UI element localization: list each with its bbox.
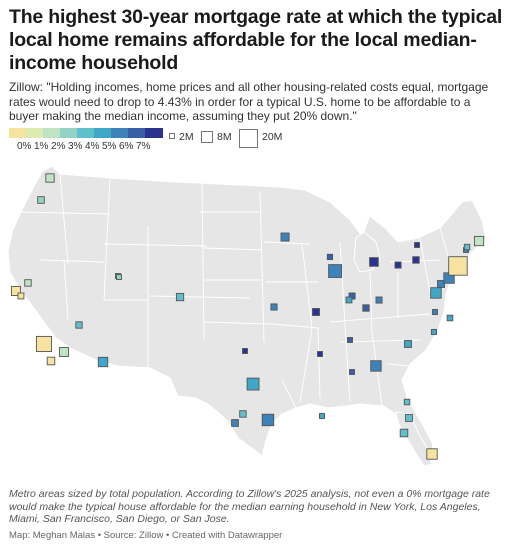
metro-marker-las-vegas[interactable]: [75, 321, 83, 329]
metro-marker-providence[interactable]: [463, 243, 471, 251]
map-title: The highest 30-year mortgage rate at whi…: [9, 6, 503, 74]
metro-marker-buffalo[interactable]: [414, 242, 420, 248]
size-legend-label: 20M: [262, 131, 283, 143]
metro-marker-cleveland[interactable]: [394, 261, 402, 269]
metro-marker-denver[interactable]: [175, 292, 185, 302]
legend-swatch: [60, 128, 78, 138]
legend-tick-label: 4%: [85, 141, 100, 152]
metro-marker-boston[interactable]: [473, 235, 485, 247]
metro-marker-seattle[interactable]: [45, 173, 55, 183]
metro-marker-orlando[interactable]: [405, 414, 413, 422]
metro-marker-virginia-beach[interactable]: [446, 314, 454, 322]
us-basemap: [7, 165, 487, 467]
metro-marker-boise[interactable]: [116, 274, 122, 280]
legend-tick-label: 1%: [34, 141, 49, 152]
footnote: Metro areas sized by total population. A…: [9, 488, 490, 525]
metro-marker-washington[interactable]: [430, 287, 442, 299]
state-borders: [19, 173, 449, 409]
metro-marker-cincinnati[interactable]: [362, 304, 370, 312]
metro-marker-phoenix[interactable]: [97, 356, 109, 368]
metro-marker-san-francisco[interactable]: [10, 285, 21, 296]
us-map: [7, 165, 487, 467]
metro-marker-san-diego[interactable]: [46, 356, 56, 366]
metro-marker-portland[interactable]: [37, 196, 45, 204]
metro-marker-minneapolis[interactable]: [280, 232, 290, 242]
metro-marker-st-louis[interactable]: [312, 308, 320, 316]
legend-swatch: [77, 128, 95, 138]
size-legend-square: [239, 129, 258, 148]
map-subtitle: Zillow: "Holding incomes, home prices an…: [9, 80, 489, 123]
legend-swatch: [145, 128, 163, 138]
florida-peninsula: [395, 411, 433, 467]
metro-marker-charlotte[interactable]: [404, 340, 412, 348]
metro-marker-san-antonio[interactable]: [231, 419, 239, 427]
metro-marker-detroit[interactable]: [369, 257, 379, 267]
metro-marker-baltimore[interactable]: [437, 280, 445, 288]
legend-tick-label: 0%: [17, 141, 32, 152]
size-legend-label: 2M: [179, 131, 194, 143]
legend-swatch: [43, 128, 61, 138]
size-legend-square: [201, 131, 213, 143]
metro-marker-riverside[interactable]: [59, 347, 69, 357]
metro-marker-jacksonville[interactable]: [403, 398, 411, 406]
metro-marker-san-jose[interactable]: [17, 292, 25, 300]
metro-markers: [10, 173, 485, 460]
metro-marker-oklahoma-city[interactable]: [242, 348, 248, 354]
metro-marker-sacramento[interactable]: [24, 279, 32, 287]
legend-tick-label: 5%: [102, 141, 117, 152]
metro-marker-milwaukee[interactable]: [326, 253, 334, 261]
legend-swatch: [26, 128, 44, 138]
metro-marker-houston[interactable]: [261, 413, 275, 427]
metro-marker-birmingham[interactable]: [349, 369, 355, 375]
legend-tick-label: 7%: [136, 141, 151, 152]
metro-marker-chicago[interactable]: [328, 264, 342, 278]
metro-marker-columbus[interactable]: [375, 296, 383, 304]
legend-swatch: [94, 128, 112, 138]
metro-marker-richmond[interactable]: [432, 309, 438, 315]
metro-marker-new-orleans[interactable]: [319, 413, 325, 419]
metro-marker-memphis[interactable]: [317, 351, 323, 357]
metro-marker-los-angeles[interactable]: [35, 335, 52, 352]
metro-marker-miami[interactable]: [426, 448, 438, 460]
metro-marker-kansas-city[interactable]: [270, 303, 278, 311]
metro-marker-new-york[interactable]: [448, 256, 468, 276]
metro-marker-austin[interactable]: [239, 410, 247, 418]
metro-marker-nashville[interactable]: [345, 296, 353, 304]
metro-marker-tampa[interactable]: [399, 428, 409, 438]
legend: 0% 1% 2% 3% 4% 5% 6% 7% 2M 8M 20M: [9, 128, 503, 154]
legend-swatch: [9, 128, 27, 138]
metro-marker-atlanta[interactable]: [370, 360, 382, 372]
metro-marker-raleigh[interactable]: [430, 328, 437, 335]
metro-marker-louisville[interactable]: [347, 337, 353, 343]
legend-swatch: [111, 128, 129, 138]
size-legend-label: 8M: [217, 131, 232, 143]
size-legend-square: [169, 133, 175, 139]
legend-swatch: [128, 128, 146, 138]
legend-tick-label: 2%: [51, 141, 66, 152]
metro-marker-dallas[interactable]: [246, 377, 260, 391]
legend-tick-label: 3%: [68, 141, 83, 152]
legend-tick-label: 6%: [119, 141, 134, 152]
metro-marker-pittsburgh[interactable]: [412, 256, 420, 264]
byline: Map: Meghan Malas • Source: Zillow • Cre…: [9, 530, 283, 541]
